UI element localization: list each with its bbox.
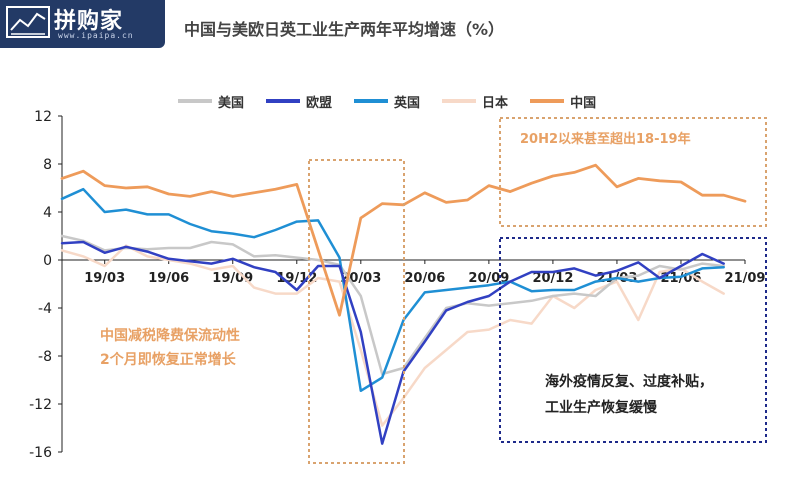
annotation-overseas-1: 海外疫情反复、过度补贴，: [545, 374, 713, 390]
legend-item-jp: 日本: [442, 92, 508, 111]
legend-label-uk: 英国: [394, 95, 421, 111]
chart-title: 中国与美欧日英工业生产两年平均增速（%）: [184, 20, 505, 39]
x-tick-label: 21/09: [725, 271, 766, 286]
x-tick-label: 19/09: [212, 271, 253, 286]
y-tick-label: 12: [34, 109, 52, 125]
legend-label-jp: 日本: [482, 95, 509, 111]
x-tick-label: 19/03: [84, 271, 125, 286]
y-tick-label: -8: [38, 349, 52, 365]
legend-item-eu: 欧盟: [266, 92, 332, 111]
legend-swatch-eu: [266, 99, 301, 103]
annotation-china-h2: 20H2以来甚至超出18-19年: [520, 132, 691, 147]
series-line-uk: [60, 187, 725, 393]
legend-swatch-jp: [442, 99, 477, 103]
annotation-box-china: [499, 117, 767, 227]
legend-swatch-us: [178, 99, 212, 103]
legend-swatch-uk: [354, 99, 389, 103]
legend-swatch-cn: [530, 99, 565, 103]
legend-label-eu: 欧盟: [306, 95, 333, 111]
annotation-china-policy-1: 中国减税降费保流动性: [100, 328, 240, 344]
legend-label-us: 美国: [218, 95, 245, 111]
legend-item-cn: 中国: [530, 92, 596, 111]
annotation-box-overseas: [499, 237, 767, 443]
series-line-eu: [60, 240, 725, 445]
logo-url: www.ipaipa.cn: [58, 31, 134, 40]
site-logo: 拼购家 www.ipaipa.cn: [0, 0, 165, 48]
x-tick-label: 20/06: [404, 271, 445, 286]
annotation-box-covid: [308, 159, 405, 464]
y-tick-label: 8: [43, 157, 52, 173]
annotation-overseas-2: 工业生产恢复缓慢: [545, 400, 657, 416]
logo-text: 拼购家: [54, 9, 124, 34]
chart-logo-icon: [6, 6, 50, 38]
chart-legend: 美国 欧盟 英国 日本 中国: [178, 91, 618, 111]
legend-label-cn: 中国: [570, 95, 597, 111]
y-tick-label: -4: [38, 301, 52, 317]
y-tick-label: -16: [29, 445, 52, 461]
legend-item-us: 美国: [178, 92, 244, 111]
series-line-cn: [60, 163, 747, 317]
x-tick-label: 19/06: [148, 271, 189, 286]
y-tick-label: 0: [43, 253, 52, 269]
series-line-us: [60, 234, 725, 376]
x-tick-label: 20/12: [532, 271, 573, 286]
y-tick-label: 4: [43, 205, 52, 221]
legend-item-uk: 英国: [354, 92, 420, 111]
y-tick-label: -12: [29, 397, 52, 413]
annotation-china-policy-2: 2个月即恢复正常增长: [100, 352, 236, 368]
